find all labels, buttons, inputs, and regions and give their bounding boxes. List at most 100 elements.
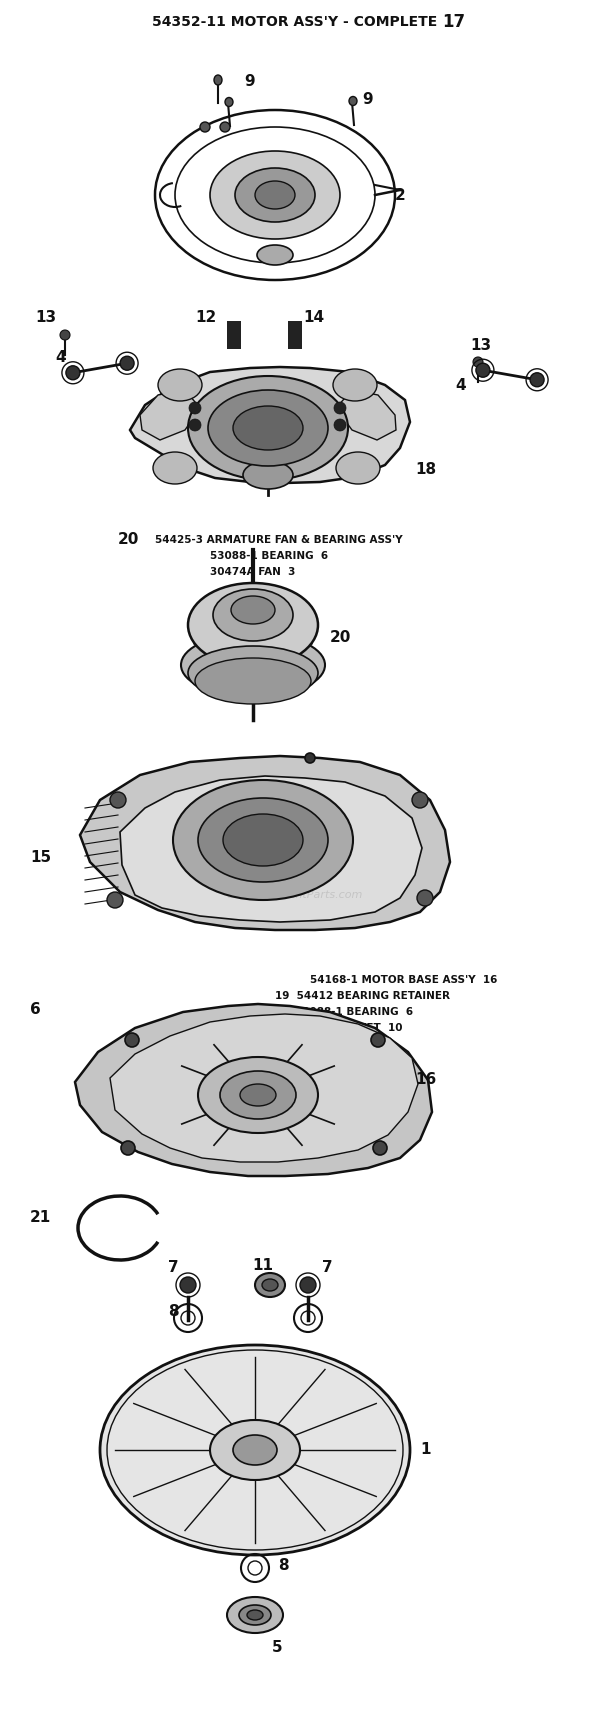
Text: 11: 11 — [252, 1258, 273, 1273]
Circle shape — [110, 793, 126, 808]
Ellipse shape — [223, 813, 303, 867]
Text: 7: 7 — [168, 1261, 179, 1275]
Text: 20: 20 — [118, 532, 139, 547]
Ellipse shape — [188, 376, 348, 480]
Circle shape — [530, 372, 544, 386]
Ellipse shape — [173, 781, 353, 899]
Text: 53088-1 BEARING  6: 53088-1 BEARING 6 — [295, 1007, 413, 1018]
Circle shape — [125, 1033, 139, 1047]
Ellipse shape — [336, 451, 380, 484]
Text: 30474A FAN  3: 30474A FAN 3 — [210, 566, 296, 577]
Text: 8: 8 — [278, 1558, 289, 1572]
Circle shape — [371, 1033, 385, 1047]
Text: 4: 4 — [455, 378, 466, 393]
Ellipse shape — [240, 1085, 276, 1107]
Text: 1: 1 — [420, 1443, 431, 1457]
Circle shape — [476, 364, 490, 378]
Ellipse shape — [153, 451, 197, 484]
Polygon shape — [120, 776, 422, 921]
Text: 18: 18 — [415, 463, 436, 477]
Text: 16: 16 — [415, 1072, 436, 1088]
Bar — [227, 321, 241, 335]
Text: 15: 15 — [30, 851, 51, 865]
Ellipse shape — [349, 96, 357, 105]
Circle shape — [334, 419, 346, 431]
Polygon shape — [130, 367, 410, 482]
Ellipse shape — [239, 1604, 271, 1625]
Text: 54168-1 MOTOR BASE ASS'Y  16: 54168-1 MOTOR BASE ASS'Y 16 — [310, 975, 497, 985]
Polygon shape — [336, 390, 396, 439]
Circle shape — [334, 402, 346, 414]
Bar — [288, 335, 302, 348]
Bar — [227, 335, 241, 348]
Ellipse shape — [214, 76, 222, 86]
Ellipse shape — [233, 407, 303, 450]
Ellipse shape — [333, 369, 377, 402]
Text: 2: 2 — [395, 187, 406, 202]
Text: 7: 7 — [322, 1261, 333, 1275]
Text: 54425-3 ARMATURE FAN & BEARING ASS'Y: 54425-3 ARMATURE FAN & BEARING ASS'Y — [155, 535, 402, 546]
Ellipse shape — [231, 595, 275, 625]
Polygon shape — [110, 1014, 418, 1162]
Circle shape — [189, 419, 201, 431]
Circle shape — [417, 891, 433, 906]
Ellipse shape — [220, 1071, 296, 1119]
Text: 6: 6 — [30, 1002, 41, 1018]
Text: eReplacementParts.com: eReplacementParts.com — [227, 891, 363, 899]
Circle shape — [120, 357, 134, 371]
Ellipse shape — [188, 583, 318, 668]
Circle shape — [373, 1141, 387, 1155]
Ellipse shape — [181, 633, 325, 697]
Text: 12: 12 — [195, 311, 217, 326]
Circle shape — [473, 357, 483, 367]
Circle shape — [189, 402, 201, 414]
Ellipse shape — [158, 369, 202, 402]
Ellipse shape — [262, 1278, 278, 1290]
Circle shape — [60, 329, 70, 340]
Ellipse shape — [188, 645, 318, 700]
Text: 8: 8 — [168, 1304, 179, 1320]
Ellipse shape — [243, 462, 293, 489]
Ellipse shape — [255, 1273, 285, 1297]
Circle shape — [121, 1141, 135, 1155]
Ellipse shape — [210, 151, 340, 239]
Ellipse shape — [213, 589, 293, 642]
Circle shape — [200, 122, 210, 132]
Text: 13: 13 — [35, 311, 56, 326]
Ellipse shape — [257, 245, 293, 264]
Text: 14: 14 — [303, 311, 324, 326]
Text: 19  54412 BEARING RETAINER: 19 54412 BEARING RETAINER — [275, 992, 450, 1000]
Ellipse shape — [235, 168, 315, 221]
Polygon shape — [75, 1004, 432, 1175]
Circle shape — [180, 1277, 196, 1292]
Circle shape — [412, 793, 428, 808]
Ellipse shape — [233, 1435, 277, 1465]
Text: 21: 21 — [30, 1210, 51, 1225]
Circle shape — [300, 1277, 316, 1292]
Ellipse shape — [100, 1345, 410, 1555]
Text: 5: 5 — [272, 1640, 283, 1656]
Ellipse shape — [210, 1421, 300, 1479]
Bar — [288, 321, 302, 335]
Ellipse shape — [227, 1598, 283, 1634]
Text: 9: 9 — [362, 93, 373, 108]
Polygon shape — [80, 757, 450, 930]
Circle shape — [66, 366, 80, 379]
Text: 9: 9 — [244, 74, 255, 89]
Circle shape — [220, 122, 230, 132]
Text: 17: 17 — [442, 14, 465, 31]
Text: 4: 4 — [55, 350, 65, 366]
Circle shape — [107, 892, 123, 908]
Ellipse shape — [225, 98, 233, 106]
Ellipse shape — [255, 180, 295, 209]
Text: 53088-1 BEARING  6: 53088-1 BEARING 6 — [210, 551, 328, 561]
Text: 54352-11 MOTOR ASS'Y - COMPLETE: 54352-11 MOTOR ASS'Y - COMPLETE — [152, 15, 438, 29]
Text: 20: 20 — [330, 630, 352, 645]
Polygon shape — [140, 390, 200, 439]
Text: 53187-1 RIVET  10: 53187-1 RIVET 10 — [295, 1023, 402, 1033]
Ellipse shape — [195, 657, 311, 704]
Ellipse shape — [198, 798, 328, 882]
Text: 13: 13 — [470, 338, 491, 352]
Ellipse shape — [247, 1610, 263, 1620]
Ellipse shape — [198, 1057, 318, 1133]
